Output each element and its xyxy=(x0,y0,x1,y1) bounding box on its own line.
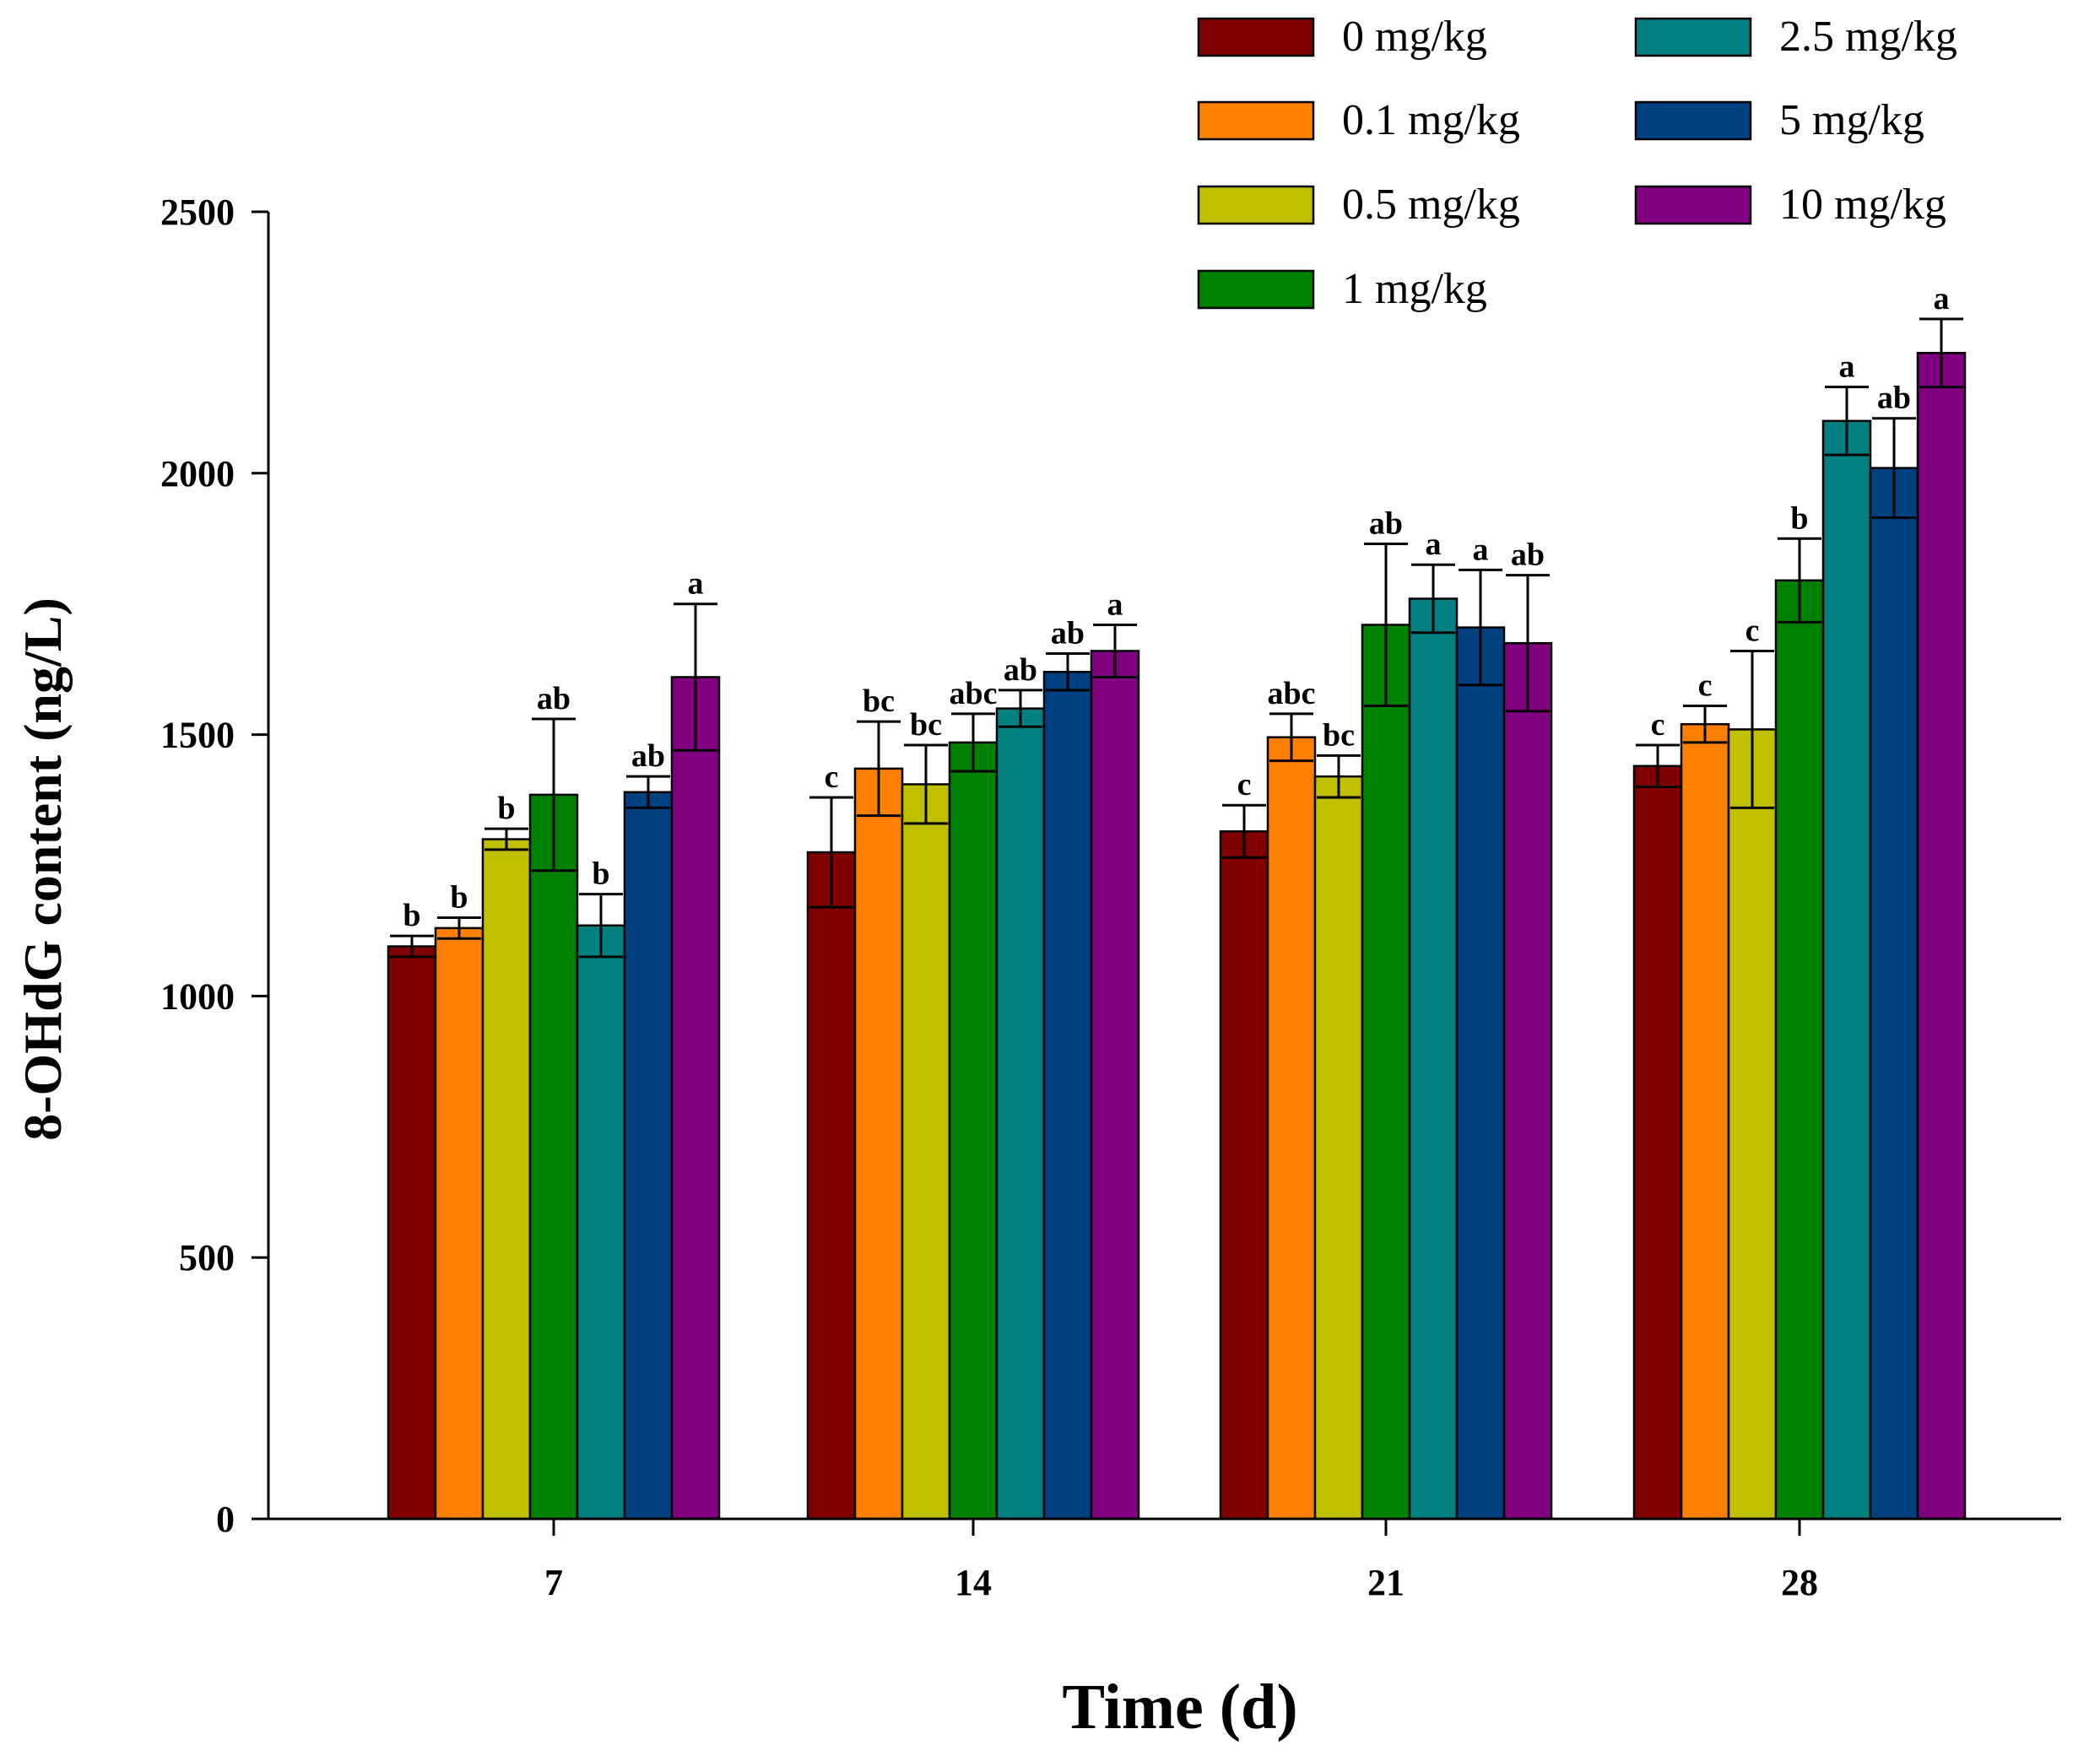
bar-7-1 xyxy=(434,927,484,1521)
y-tick-label-2000: 2000 xyxy=(160,453,235,494)
significance-label-14-4: ab xyxy=(1004,652,1037,688)
legend-label-6: 10 mg/kg xyxy=(1779,181,1946,229)
legend-label-5: 5 mg/kg xyxy=(1779,96,1924,144)
bar-28-6 xyxy=(1916,352,1967,1521)
legend-label-3: 1 mg/kg xyxy=(1342,265,1487,313)
significance-label-7-5: ab xyxy=(631,738,665,774)
bar-7-5 xyxy=(623,791,674,1521)
legend-swatch-0 xyxy=(1197,17,1315,57)
bar-21-3 xyxy=(1361,624,1411,1521)
y-tick-label-2500: 2500 xyxy=(160,192,235,233)
legend-swatch-1 xyxy=(1197,100,1315,141)
bar-14-2 xyxy=(901,783,951,1521)
significance-label-14-0: c xyxy=(825,759,839,795)
legend-swatch-6 xyxy=(1634,185,1752,225)
significance-label-14-5: ab xyxy=(1051,616,1085,651)
legend-label-2: 0.5 mg/kg xyxy=(1342,181,1520,229)
significance-label-28-3: b xyxy=(1790,500,1808,536)
x-tick-label-21: 21 xyxy=(1367,1562,1405,1603)
legend-label-0: 0 mg/kg xyxy=(1342,13,1487,61)
significance-label-28-5: ab xyxy=(1877,381,1911,416)
significance-label-7-2: b xyxy=(497,791,515,826)
significance-label-28-4: a xyxy=(1839,349,1855,385)
x-tick-label-14: 14 xyxy=(955,1562,992,1603)
bar-7-0 xyxy=(387,945,437,1521)
significance-label-7-1: b xyxy=(450,879,468,915)
x-axis-title: Time (d) xyxy=(1062,1672,1297,1742)
legend-swatch-5 xyxy=(1634,100,1752,141)
bar-28-3 xyxy=(1774,579,1825,1521)
significance-label-28-2: c xyxy=(1745,613,1760,648)
bar-21-6 xyxy=(1502,641,1553,1521)
y-tick-label-1500: 1500 xyxy=(160,715,235,756)
bar-21-0 xyxy=(1219,829,1269,1521)
bar-28-2 xyxy=(1727,728,1778,1521)
legend-swatch-4 xyxy=(1634,17,1752,57)
significance-label-21-1: abc xyxy=(1268,676,1316,711)
bar-21-2 xyxy=(1313,775,1364,1521)
significance-label-14-6: a xyxy=(1107,586,1123,622)
y-tick-label-1000: 1000 xyxy=(160,975,235,1017)
y-tick-label-500: 500 xyxy=(179,1237,235,1278)
bar-21-4 xyxy=(1408,597,1459,1521)
significance-label-21-4: a xyxy=(1426,527,1442,562)
legend-swatch-3 xyxy=(1197,269,1315,310)
significance-label-14-1: bc xyxy=(863,683,895,719)
error-bars-layer xyxy=(390,317,1963,959)
axes-layer: 0 500 1000 1500 2000 2500 7 14 21 28 xyxy=(160,192,2061,1603)
bar-28-1 xyxy=(1680,722,1730,1521)
bar-14-1 xyxy=(853,767,904,1521)
significance-label-28-6: a xyxy=(1934,281,1950,316)
significance-label-28-0: c xyxy=(1651,707,1665,743)
significance-label-14-3: abc xyxy=(950,676,998,711)
significance-label-14-2: bc xyxy=(910,707,942,743)
bars-layer xyxy=(387,352,1967,1521)
bar-28-5 xyxy=(1869,467,1919,1521)
significance-label-21-2: bc xyxy=(1323,717,1355,753)
significance-label-7-6: a xyxy=(688,566,704,602)
bar-7-3 xyxy=(528,793,579,1521)
significance-label-21-0: c xyxy=(1237,767,1252,802)
significance-label-28-1: c xyxy=(1698,668,1713,704)
bar-14-5 xyxy=(1042,670,1093,1521)
x-tick-label-28: 28 xyxy=(1781,1562,1818,1603)
legend-label-1: 0.1 mg/kg xyxy=(1342,96,1520,144)
legend-swatch-2 xyxy=(1197,185,1315,225)
bar-7-2 xyxy=(481,838,532,1521)
bar-14-0 xyxy=(806,851,857,1521)
bar-14-3 xyxy=(948,741,999,1521)
legend-label-4: 2.5 mg/kg xyxy=(1779,13,1957,61)
significance-label-7-0: b xyxy=(403,898,420,933)
bar-28-4 xyxy=(1821,419,1872,1521)
bar-7-4 xyxy=(576,924,626,1521)
significance-label-21-5: a xyxy=(1473,532,1489,567)
x-tick-label-7: 7 xyxy=(544,1562,563,1603)
bar-21-5 xyxy=(1455,626,1506,1521)
bar-7-6 xyxy=(670,676,721,1521)
significance-label-7-4: b xyxy=(592,856,609,892)
significance-label-7-3: ab xyxy=(537,681,571,716)
y-tick-label-0: 0 xyxy=(216,1499,235,1540)
legend: 0 mg/kg 0.1 mg/kg 0.5 mg/kg 1 mg/kg 2.5 mg/k… xyxy=(1197,13,1957,313)
significance-label-21-6: ab xyxy=(1511,538,1545,573)
bar-28-0 xyxy=(1632,765,1683,1521)
bar-14-4 xyxy=(995,707,1046,1521)
significance-label-21-3: ab xyxy=(1369,505,1403,541)
y-axis-title: 8-OHdG content (ng/L) xyxy=(13,597,73,1141)
bar-14-6 xyxy=(1090,650,1140,1521)
bar-21-1 xyxy=(1266,736,1317,1521)
